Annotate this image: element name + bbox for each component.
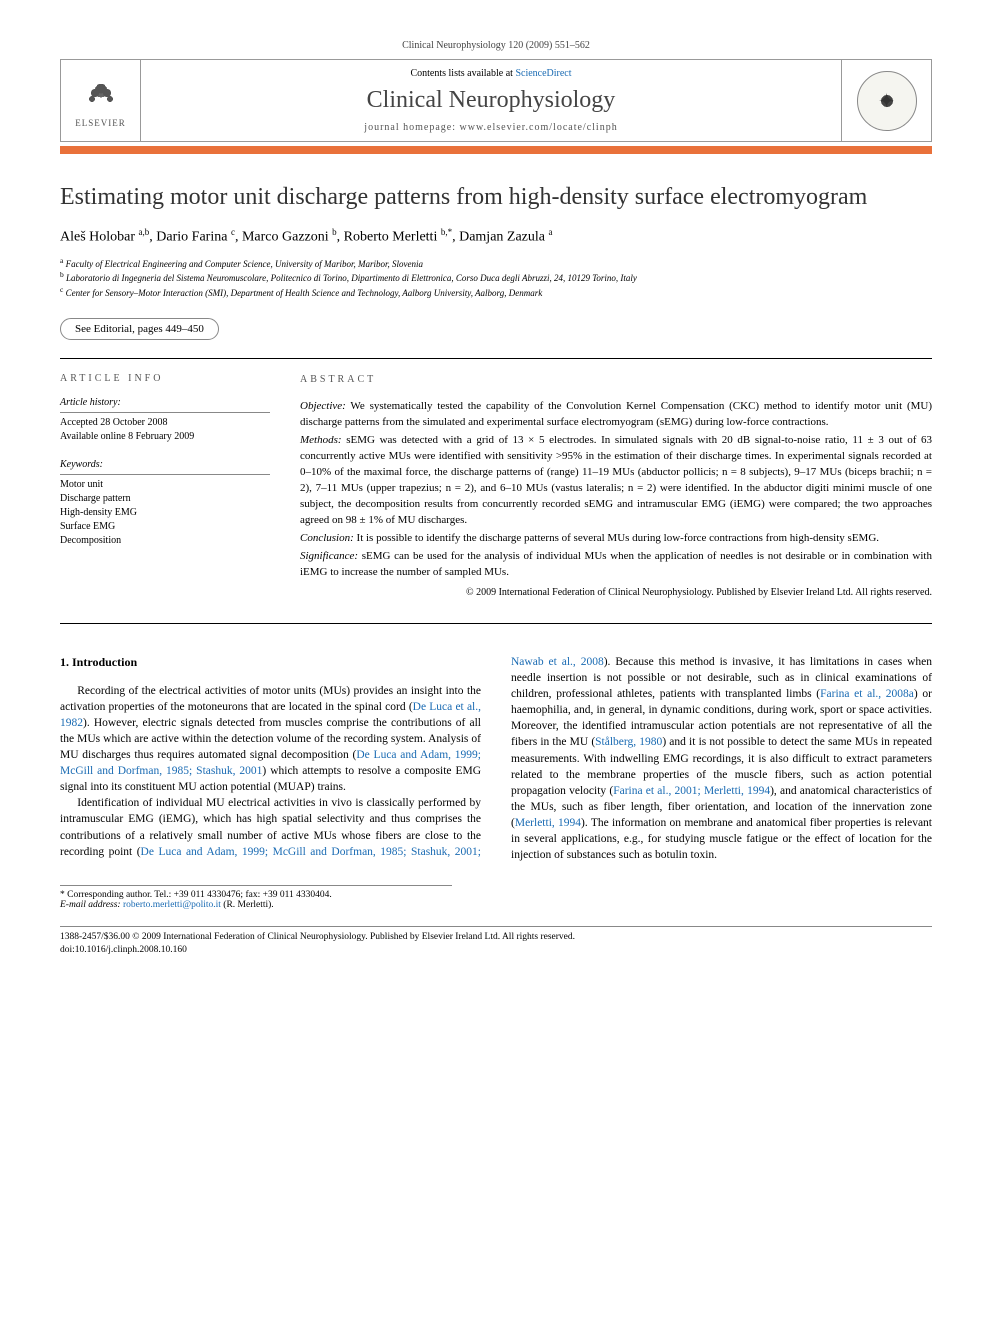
page-footer: 1388-2457/$36.00 © 2009 International Fe… bbox=[60, 926, 932, 956]
article-info-column: ARTICLE INFO Article history: Accepted 2… bbox=[60, 373, 270, 601]
affiliation-b: b Laboratorio di Ingegneria del Sistema … bbox=[60, 270, 932, 285]
homepage-prefix: journal homepage: bbox=[364, 122, 459, 133]
section-divider bbox=[60, 358, 932, 359]
keyword: Surface EMG bbox=[60, 520, 270, 534]
article-title: Estimating motor unit discharge patterns… bbox=[60, 182, 932, 213]
keywords-block: Keywords: Motor unit Discharge pattern H… bbox=[60, 458, 270, 548]
contents-prefix: Contents lists available at bbox=[410, 68, 515, 79]
elsevier-tree-icon bbox=[80, 74, 122, 116]
abstract-copyright: © 2009 International Federation of Clini… bbox=[300, 586, 932, 601]
issn-copyright: 1388-2457/$36.00 © 2009 International Fe… bbox=[60, 931, 932, 943]
corr-line: * Corresponding author. Tel.: +39 011 43… bbox=[60, 890, 452, 900]
citation-link[interactable]: Farina et al., 2001; Merletti, 1994 bbox=[613, 785, 770, 797]
author-list: Aleš Holobar a,b, Dario Farina c, Marco … bbox=[60, 227, 932, 246]
abstract-column: ABSTRACT Objective: We systematically te… bbox=[300, 373, 932, 601]
abstract-heading: ABSTRACT bbox=[300, 373, 932, 388]
journal-homepage: journal homepage: www.elsevier.com/locat… bbox=[364, 122, 617, 133]
corr-email-line: E-mail address: roberto.merletti@polito.… bbox=[60, 900, 452, 910]
affiliation-c: c Center for Sensory–Motor Interaction (… bbox=[60, 285, 932, 300]
journal-header: ELSEVIER Contents lists available at Sci… bbox=[60, 59, 932, 142]
abstract-methods: Methods: sEMG was detected with a grid o… bbox=[300, 433, 932, 529]
history-title: Article history: bbox=[60, 396, 270, 413]
journal-name: Clinical Neurophysiology bbox=[367, 87, 616, 114]
history-accepted: Accepted 28 October 2008 bbox=[60, 416, 270, 430]
running-head: Clinical Neurophysiology 120 (2009) 551–… bbox=[60, 40, 932, 51]
body-paragraph: Recording of the electrical activities o… bbox=[60, 683, 481, 796]
journal-logo-cell bbox=[841, 60, 931, 141]
abstract-conclusion: Conclusion: It is possible to identify t… bbox=[300, 531, 932, 547]
homepage-url[interactable]: www.elsevier.com/locate/clinph bbox=[460, 122, 618, 133]
keywords-title: Keywords: bbox=[60, 458, 270, 475]
accent-bar bbox=[60, 146, 932, 154]
editorial-link-button[interactable]: See Editorial, pages 449–450 bbox=[60, 318, 219, 340]
history-online: Available online 8 February 2009 bbox=[60, 430, 270, 444]
body-text: 1. Introduction Recording of the electri… bbox=[60, 654, 932, 863]
keyword: High-density EMG bbox=[60, 506, 270, 520]
affiliation-a: a Faculty of Electrical Engineering and … bbox=[60, 256, 932, 271]
contents-available: Contents lists available at ScienceDirec… bbox=[410, 68, 571, 79]
citation-link[interactable]: Farina et al., 2008a bbox=[820, 688, 914, 700]
corresponding-author-footnote: * Corresponding author. Tel.: +39 011 43… bbox=[60, 885, 452, 910]
abstract-objective: Objective: We systematically tested the … bbox=[300, 399, 932, 431]
sciencedirect-link[interactable]: ScienceDirect bbox=[515, 68, 571, 79]
article-history-block: Article history: Accepted 28 October 200… bbox=[60, 396, 270, 444]
doi-line: doi:10.1016/j.clinph.2008.10.160 bbox=[60, 944, 932, 956]
article-info-heading: ARTICLE INFO bbox=[60, 373, 270, 384]
section-heading: 1. Introduction bbox=[60, 654, 481, 671]
keyword: Decomposition bbox=[60, 534, 270, 548]
citation-link[interactable]: Merletti, 1994 bbox=[515, 817, 581, 829]
publisher-label: ELSEVIER bbox=[75, 118, 126, 128]
journal-info: Contents lists available at ScienceDirec… bbox=[141, 60, 841, 141]
journal-logo-icon bbox=[857, 71, 917, 131]
abstract-significance: Significance: sEMG can be used for the a… bbox=[300, 549, 932, 581]
section-divider bbox=[60, 623, 932, 624]
keyword: Motor unit bbox=[60, 478, 270, 492]
citation-link[interactable]: Stålberg, 1980 bbox=[595, 736, 662, 748]
email-link[interactable]: roberto.merletti@polito.it bbox=[123, 900, 221, 910]
publisher-logo-cell: ELSEVIER bbox=[61, 60, 141, 141]
keyword: Discharge pattern bbox=[60, 492, 270, 506]
affiliations: a Faculty of Electrical Engineering and … bbox=[60, 256, 932, 300]
